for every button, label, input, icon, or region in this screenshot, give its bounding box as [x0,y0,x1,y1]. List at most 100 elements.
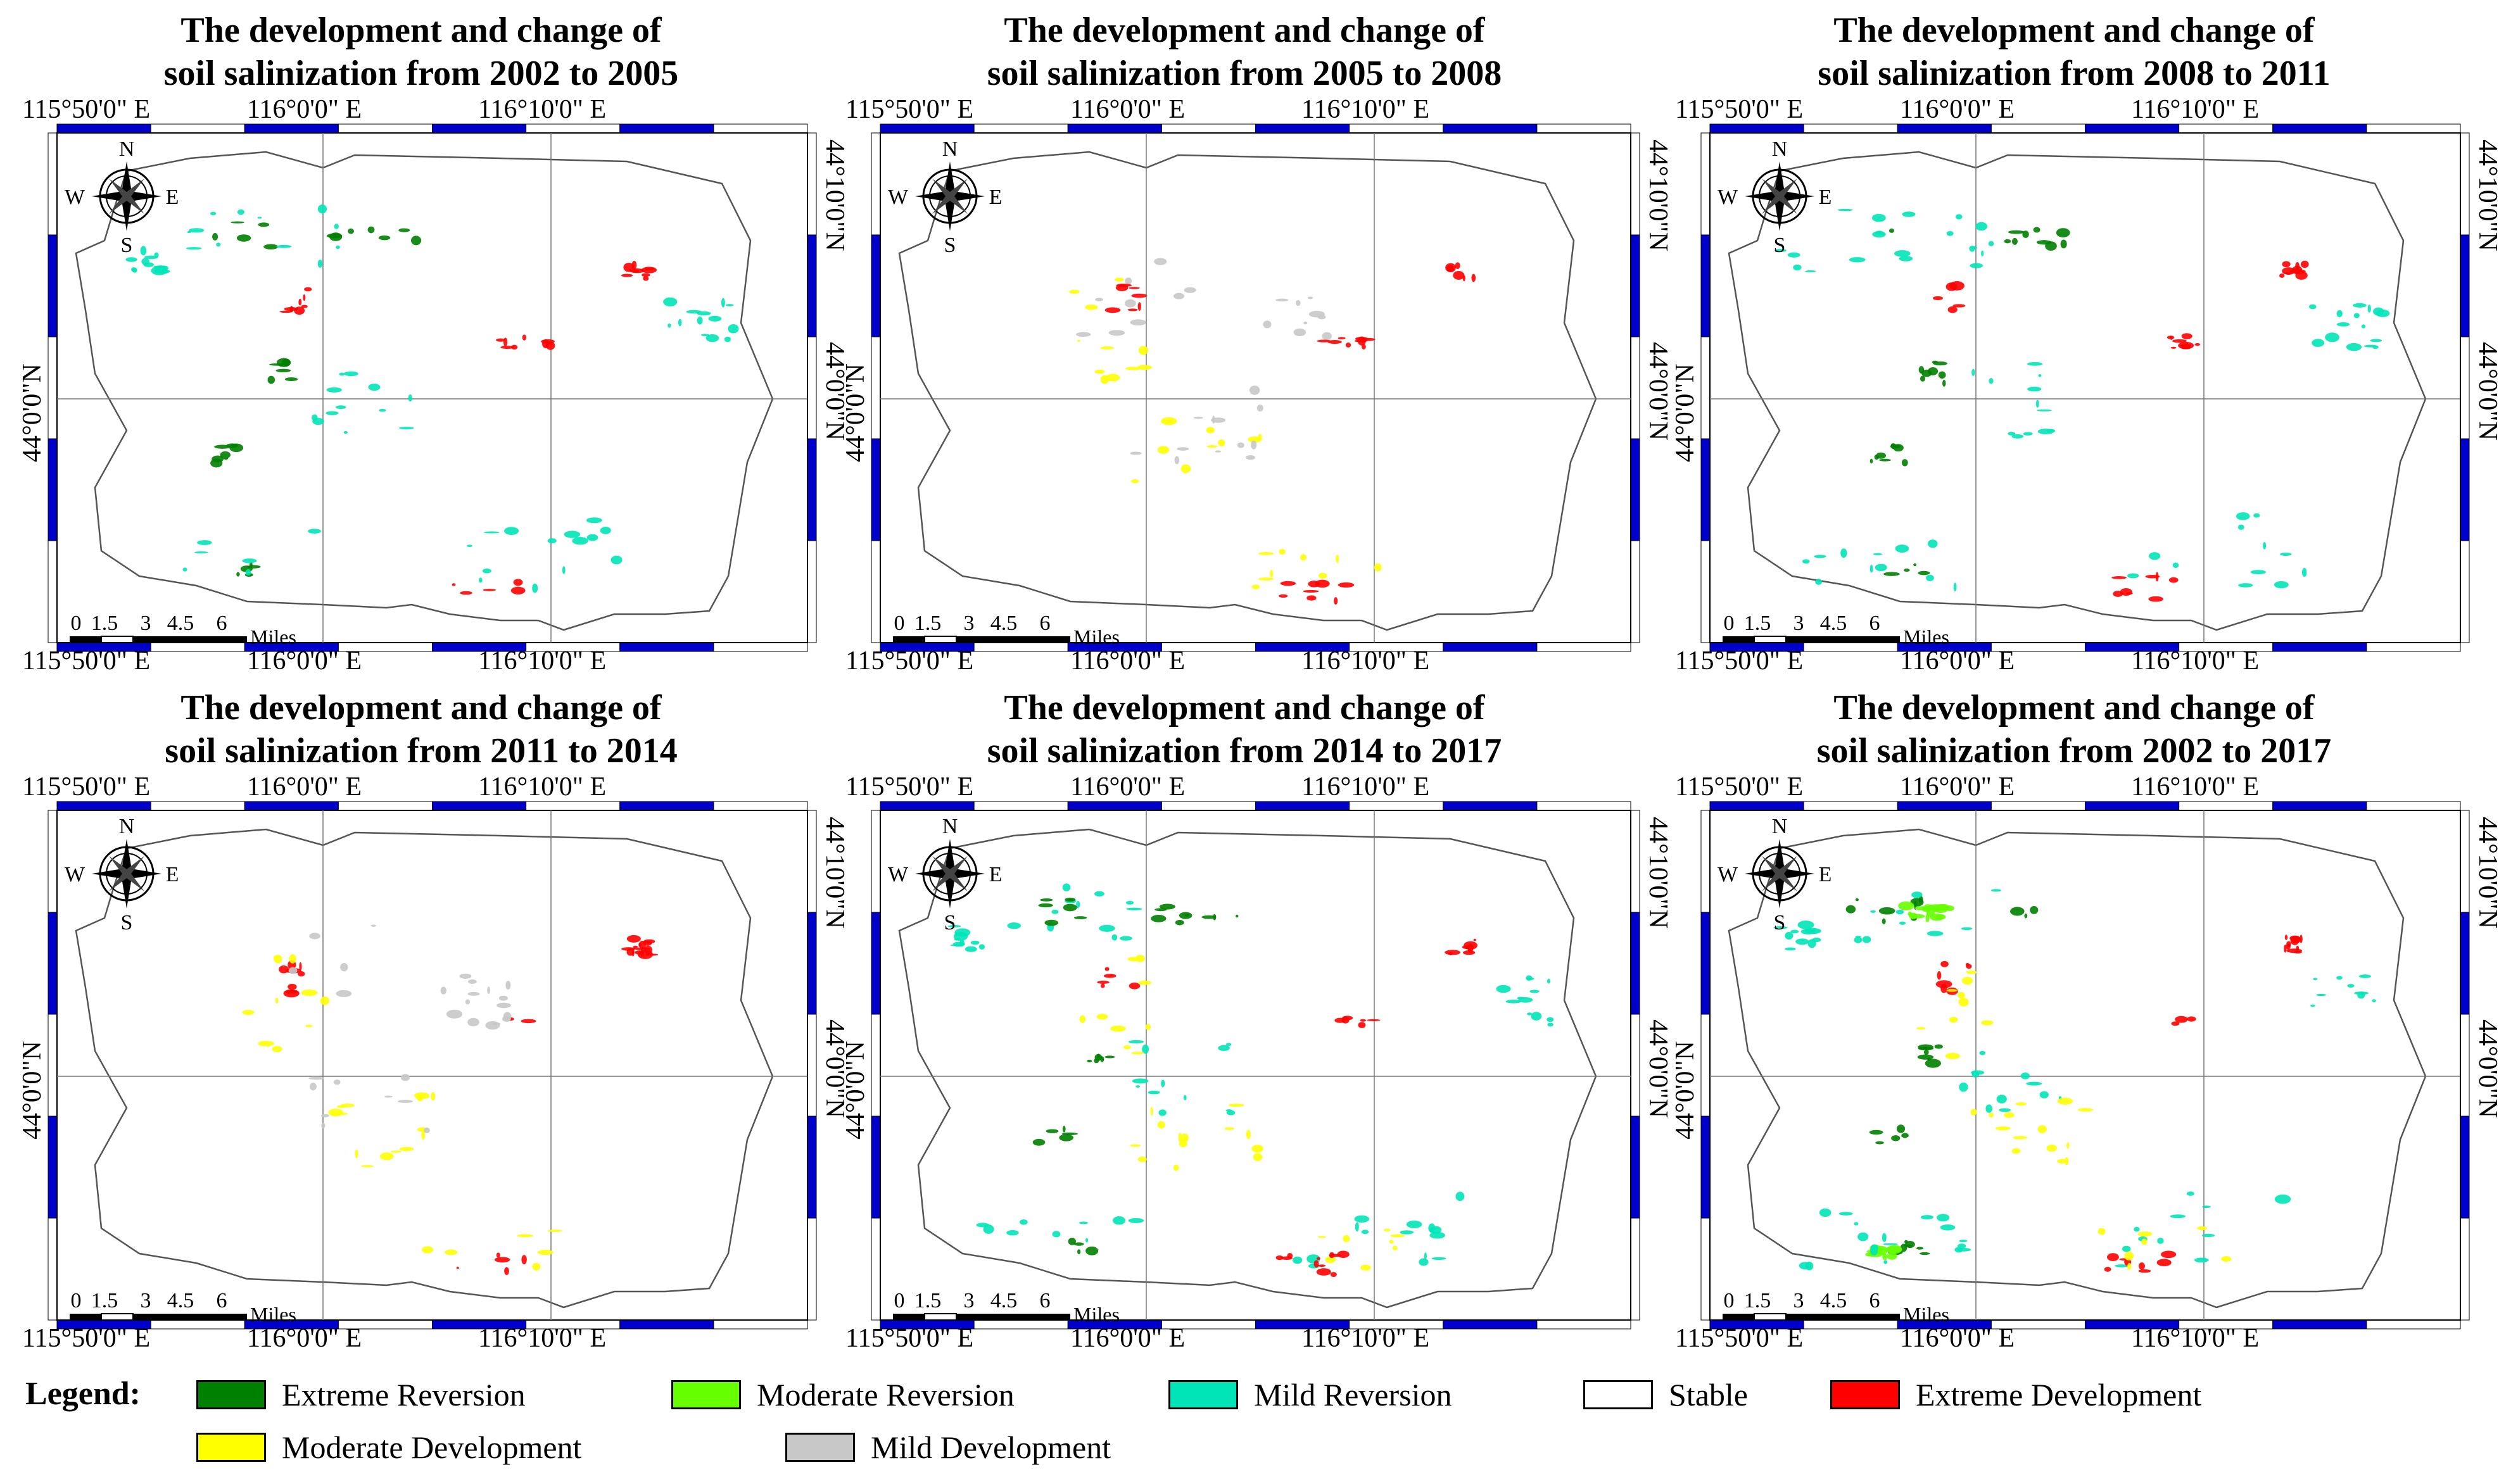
patch-mild-reversion [2194,1257,2209,1263]
scale-tick-label: 4.5 [990,1289,1018,1312]
legend-label: Stable [1669,1377,1748,1412]
patch-moderate-development [2097,1228,2106,1235]
patch-moderate-development [1173,1164,1179,1171]
panel-title-line1: The development and change of [180,688,662,727]
graticule [57,133,807,643]
scale-tick-label: 1.5 [91,1289,118,1312]
patch-mild-reversion [1875,230,1884,236]
patch-mild-reversion [721,298,725,308]
north-arrow-label-n: N [1772,815,1788,838]
patch-mild-reversion [482,569,491,574]
patch-mild-reversion [336,405,346,410]
patch-mild-reversion [663,297,678,306]
patch-moderate-development [1228,1104,1244,1107]
patch-mild-reversion [1953,582,1957,591]
patch-mild-reversion [308,529,321,534]
patch-extreme-development [452,583,456,586]
patch-extreme-development [2171,1021,2180,1026]
patch-extreme-development [1966,964,1972,969]
patch-mild-reversion [245,569,251,575]
patch-mild-reversion [197,540,212,545]
patch-extreme-development [500,346,514,349]
patch-extreme-reversion [2056,228,2070,237]
patch-mild-reversion [2008,431,2016,436]
patch-mild-development [491,1022,500,1026]
patch-moderate-development [2011,1148,2021,1154]
patch-mild-reversion [1971,368,1975,376]
patch-mild-reversion [1128,1217,1144,1223]
patch-mild-reversion [2157,1237,2164,1244]
legend-label: Extreme Reversion [282,1377,526,1412]
patch-moderate-reversion [1882,1253,1888,1261]
patch-mild-reversion [1838,1212,1853,1216]
patch-mild-reversion [2020,1072,2030,1079]
patch-moderate-development [532,1262,541,1271]
patch-moderate-development [1949,1016,1958,1023]
patch-mild-reversion [368,383,381,391]
patch-extreme-reversion [1875,1141,1884,1145]
patch-mild-reversion [2336,976,2343,980]
scale-tick-label: 4.5 [1820,612,1847,635]
patch-extreme-development [2284,945,2287,953]
patch-extreme-reversion [1938,371,1946,379]
patch-extreme-reversion [2033,227,2040,233]
north-arrow-label-e: E [989,186,1003,209]
patch-mild-reversion [1870,1244,1878,1252]
patch-mild-reversion [1547,978,1550,984]
patch-mild-reversion [2373,307,2384,316]
patch-extreme-reversion [1934,1044,1943,1049]
patch-mild-reversion [317,260,323,268]
scale-tick-label: 3 [964,612,975,635]
patch-moderate-development [1945,1052,1960,1060]
patch-extreme-reversion [1901,1133,1909,1138]
patch-extreme-reversion [1087,1059,1092,1063]
patch-mild-reversion [1871,213,1886,222]
patch-mild-reversion [194,551,208,554]
patch-mild-reversion [724,336,731,343]
map-svg: N S E W 0 1.5 3 4.5 6 Miles [1700,123,2470,652]
patch-mild-reversion [1870,564,1873,573]
lon-label-top: 116°0'0" E [1900,95,2015,124]
patch-mild-reversion [1795,938,1809,945]
patch-extreme-development [2161,1250,2177,1259]
patch-extreme-development [1275,1255,1284,1261]
patch-moderate-development [1218,439,1225,446]
patch-mild-development [1293,328,1306,336]
patch-mild-reversion [1099,924,1115,932]
patch-extreme-development [521,1255,527,1265]
patch-mild-reversion [1142,1044,1149,1054]
patch-mild-reversion [1802,559,1810,564]
patch-mild-development [309,1083,317,1091]
patch-mild-development [321,1122,326,1129]
patch-extreme-development [2138,1269,2151,1273]
patch-mild-reversion [408,394,412,402]
patch-extreme-development [1947,306,1958,313]
patch-mild-reversion [2201,1233,2215,1237]
patch-moderate-development [379,1152,394,1160]
north-arrow-label-s: S [1774,911,1786,934]
patch-extreme-development [1453,271,1465,280]
study-area-boundary [75,828,774,1309]
patch-mild-reversion [1007,922,1021,929]
patch-mild-reversion [2035,399,2039,408]
patch-moderate-development [1279,548,1286,555]
salinization-patches [947,883,1554,1278]
patch-extreme-reversion [1917,1054,1934,1060]
patch-extreme-development [2282,261,2291,268]
patch-mild-reversion [466,544,473,548]
patch-extreme-development [2172,339,2187,343]
scale-tick-label: 1.5 [914,1289,942,1312]
north-arrow-label-w: W [65,186,85,209]
patch-moderate-development [332,1112,348,1116]
patch-mild-reversion [2134,1226,2140,1232]
patch-mild-reversion [2027,362,2043,366]
patch-moderate-development [1246,1129,1251,1140]
patch-mild-reversion [1805,1261,1814,1271]
patch-mild-development [485,1021,500,1030]
patch-mild-reversion [1981,250,1984,256]
patch-mild-development [440,986,446,995]
patch-mild-reversion [1218,1045,1230,1051]
north-arrow-icon: N S E W [65,815,179,934]
patch-extreme-reversion [1040,898,1053,902]
patch-moderate-development [2013,1136,2028,1140]
